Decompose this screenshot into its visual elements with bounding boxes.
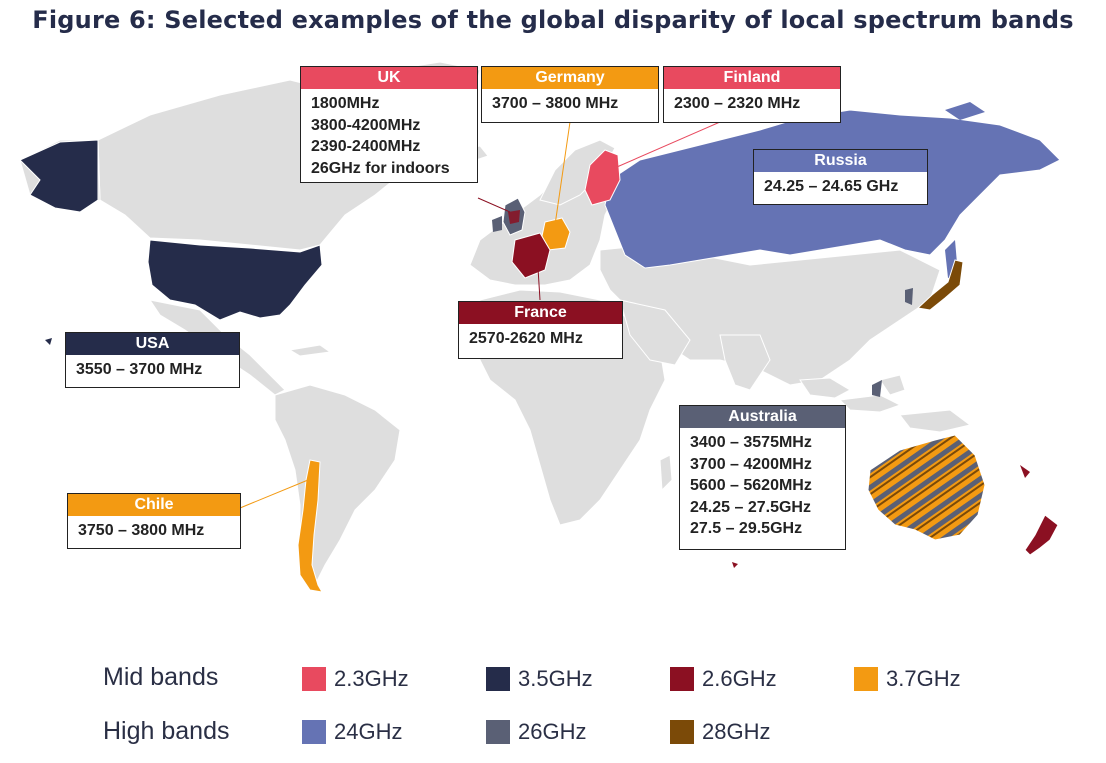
legend-label-26ghz: 26GHz (518, 719, 587, 744)
alaska-region (19, 139, 99, 213)
usa-band: 3550 – 3700 MHz (76, 361, 203, 378)
finland-callout: Finland 2300 – 2320 MHz (663, 66, 841, 123)
uk-band: 3800-4200MHz (311, 116, 421, 134)
figure-title: Figure 6: Selected examples of the globa… (32, 6, 1074, 34)
france-callout: France 2570-2620 MHz (458, 301, 623, 359)
france-callout-body: 2570-2620 MHz (459, 324, 622, 354)
legend-swatch-26ghz (486, 720, 510, 744)
australia-band: 3700 – 4200MHz (690, 455, 812, 473)
usa-callout: USA 3550 – 3700 MHz (65, 332, 240, 388)
uk-callout: UK 1800MHz 3800-4200MHz 2390-2400MHz 26G… (300, 66, 478, 183)
australia-callout: Australia 3400 – 3575MHz 3700 – 4200MHz … (679, 405, 846, 550)
chile-callout-body: 3750 – 3800 MHz (68, 516, 240, 546)
legend-swatch-3-5ghz (486, 667, 510, 691)
germany-callout: Germany 3700 – 3800 MHz (481, 66, 659, 123)
france-callout-header: France (459, 302, 622, 324)
germany-callout-body: 3700 – 3800 MHz (482, 89, 658, 119)
finland-callout-header: Finland (664, 67, 840, 89)
australia-band: 5600 – 5620MHz (690, 477, 812, 494)
uk-band: 26GHz for indoors (311, 159, 450, 177)
russia-callout-header: Russia (754, 150, 927, 172)
germany-callout-header: Germany (482, 67, 658, 89)
uk-callout-header: UK (301, 67, 477, 89)
uk-callout-body: 1800MHz 3800-4200MHz 2390-2400MHz 26GHz … (301, 89, 477, 183)
world-map (19, 61, 1061, 593)
finland-band: 2300 – 2320 MHz (674, 95, 801, 112)
korea-region (905, 288, 913, 305)
chile-band: 3750 – 3800 MHz (78, 522, 205, 539)
legend-label-2-3ghz: 2.3GHz (334, 666, 409, 691)
legend-label-24ghz: 24GHz (334, 719, 403, 744)
legend-label-3-7ghz: 3.7GHz (886, 666, 961, 691)
uk-band: 1800MHz (311, 95, 380, 112)
australia-callout-header: Australia (680, 406, 845, 428)
australia-callout-body: 3400 – 3575MHz 3700 – 4200MHz 5600 – 562… (680, 428, 845, 544)
japan-region (916, 259, 964, 311)
france-band: 2570-2620 MHz (469, 330, 583, 347)
russia-callout: Russia 24.25 – 24.65 GHz (753, 149, 928, 205)
legend-swatch-28ghz (670, 720, 694, 744)
australia-band: 27.5 – 29.5GHz (690, 520, 803, 537)
legend-swatch-24ghz (302, 720, 326, 744)
chile-region (297, 459, 323, 593)
finland-callout-body: 2300 – 2320 MHz (664, 89, 840, 119)
legend-swatch-2-3ghz (302, 667, 326, 691)
finland-region (584, 149, 621, 206)
russia-callout-body: 24.25 – 24.65 GHz (754, 172, 927, 202)
uk-band: 2390-2400MHz (311, 138, 421, 155)
france-region (511, 232, 551, 279)
legend-swatch-3-7ghz (854, 667, 878, 691)
legend-label-28ghz: 28GHz (702, 719, 771, 744)
legend-swatch-2-6ghz (670, 667, 694, 691)
usa-callout-body: 3550 – 3700 MHz (66, 355, 239, 385)
leader-lines (239, 121, 721, 509)
chile-callout: Chile 3750 – 3800 MHz (67, 493, 241, 549)
australia-band: 3400 – 3575MHz (690, 434, 812, 451)
legend-label-3-5ghz: 3.5GHz (518, 666, 593, 691)
usa-region (147, 239, 323, 321)
new-zealand-region (1024, 514, 1059, 556)
legend-mid-bands-label: Mid bands (103, 663, 219, 691)
legend-label-2-6ghz: 2.6GHz (702, 666, 777, 691)
germany-band: 3700 – 3800 MHz (492, 95, 619, 112)
south-america-shape (274, 384, 401, 586)
australia-region (867, 434, 986, 541)
australia-band: 24.25 – 27.5GHz (690, 498, 811, 516)
chile-callout-header: Chile (68, 494, 240, 516)
usa-callout-header: USA (66, 333, 239, 355)
legend-high-bands-label: High bands (103, 717, 230, 745)
russia-band: 24.25 – 24.65 GHz (764, 178, 899, 195)
